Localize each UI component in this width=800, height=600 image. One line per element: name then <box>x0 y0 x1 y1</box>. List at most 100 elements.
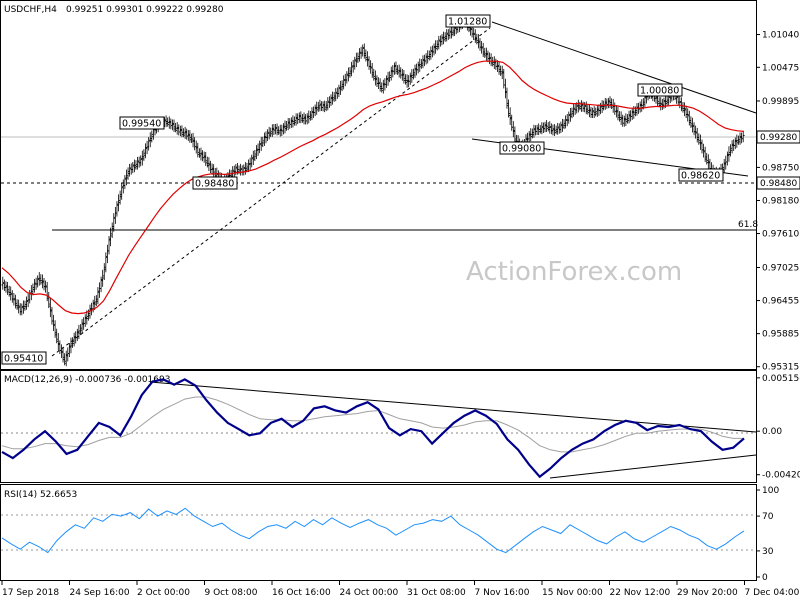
price-bar <box>538 125 542 134</box>
price-bar <box>326 97 330 111</box>
y-tick-label: 1.00475 <box>762 63 799 73</box>
y-tick-label: 0.005156 <box>762 374 800 384</box>
price-bar <box>703 146 707 163</box>
price-bar <box>319 101 323 112</box>
price-bar <box>500 65 504 80</box>
price-bar <box>378 78 382 92</box>
price-bar <box>572 104 576 117</box>
fib-618-label: 61.8 <box>738 220 758 230</box>
symbol-label: USDCHF,H4 <box>4 5 57 15</box>
price-bar <box>140 150 144 166</box>
x-tick-label: 17 Sep 2018 <box>2 588 59 598</box>
price-bar <box>396 65 400 75</box>
price-bar <box>375 75 379 87</box>
price-bar <box>695 127 699 143</box>
price-bar <box>581 101 585 112</box>
svg-text:0.98480: 0.98480 <box>760 179 797 189</box>
price-bar <box>213 167 217 178</box>
price-bar <box>69 337 73 354</box>
y-tick-label: 0.95315 <box>762 363 799 373</box>
price-bar <box>606 97 610 109</box>
price-bar <box>23 300 27 311</box>
price-bar <box>591 107 595 119</box>
price-bar <box>98 282 102 298</box>
price-bar <box>510 114 514 131</box>
price-bar <box>584 101 588 115</box>
price-bar <box>182 128 186 138</box>
price-bar <box>53 320 57 338</box>
x-tick-label: 24 Oct 00:00 <box>340 588 399 598</box>
price-bar <box>443 32 447 42</box>
macd-panel-frame <box>0 370 757 483</box>
price-bar <box>188 130 192 143</box>
price-bar <box>47 292 51 309</box>
price-bar <box>324 101 328 112</box>
macd-upper-trendline <box>149 381 757 433</box>
price-bar <box>370 62 374 78</box>
price-bar <box>131 162 135 174</box>
x-tick-label: 24 Sep 16:00 <box>70 588 130 598</box>
price-bar <box>261 136 265 148</box>
price-bar <box>202 151 206 163</box>
price-bar <box>21 300 25 314</box>
rsi-y-axis: 100 70 30 0 <box>756 486 779 583</box>
price-bar <box>137 156 141 168</box>
price-bar <box>635 103 639 116</box>
price-bar <box>622 115 626 127</box>
price-bar <box>166 117 170 127</box>
price-bar <box>234 164 238 176</box>
price-bar <box>353 56 357 70</box>
price-bar <box>356 52 360 63</box>
macd-line <box>1 378 745 479</box>
price-bar <box>12 292 16 306</box>
price-bar <box>56 332 60 351</box>
callout-098620: 0.98620 <box>678 168 724 182</box>
price-bar <box>556 122 560 135</box>
price-bar <box>413 64 417 78</box>
price-bar <box>36 275 40 288</box>
price-bar <box>730 140 734 154</box>
y-tick-label: 0.95885 <box>762 330 799 340</box>
x-tick-label: 22 Nov 12:00 <box>610 588 671 598</box>
price-bar <box>270 124 274 137</box>
price-bar <box>9 286 13 301</box>
price-bar <box>293 116 297 126</box>
price-bar <box>618 111 622 122</box>
price-panel-frame <box>0 0 757 370</box>
price-bar <box>250 154 254 168</box>
price-bar <box>208 160 212 174</box>
price-bar <box>80 319 84 334</box>
price-bar <box>4 281 8 293</box>
price-bar <box>354 52 358 68</box>
price-bar <box>365 51 369 67</box>
price-bar <box>101 269 105 287</box>
price-bar <box>543 121 547 133</box>
price-bar <box>247 159 251 173</box>
macd-y-axis: 0.005156 0.00 -0.004209 <box>756 374 800 481</box>
price-bar <box>559 121 563 134</box>
price-bar <box>83 314 87 327</box>
svg-text:1.01280: 1.01280 <box>448 17 487 28</box>
price-bar <box>621 114 625 127</box>
support-price-tag: 0.98480 <box>756 176 800 190</box>
price-bar <box>399 67 403 79</box>
price-bar <box>427 50 431 61</box>
price-bar <box>316 101 320 112</box>
y-tick-label: 70 <box>762 512 774 522</box>
price-bar <box>254 145 258 160</box>
price-bar <box>136 156 140 170</box>
price-bar <box>332 91 336 102</box>
price-bar <box>503 78 507 99</box>
price-bar <box>380 82 384 93</box>
price-bar <box>445 29 449 42</box>
price-bar <box>269 127 273 138</box>
price-bar <box>476 34 480 49</box>
price-bar <box>305 113 309 125</box>
price-bar <box>191 132 195 148</box>
price-bar <box>589 106 593 119</box>
price-bar <box>197 148 201 158</box>
callout-099080: 0.99080 <box>499 141 545 155</box>
price-bar <box>551 124 555 136</box>
price-bar <box>692 122 696 136</box>
price-bar <box>308 110 312 121</box>
